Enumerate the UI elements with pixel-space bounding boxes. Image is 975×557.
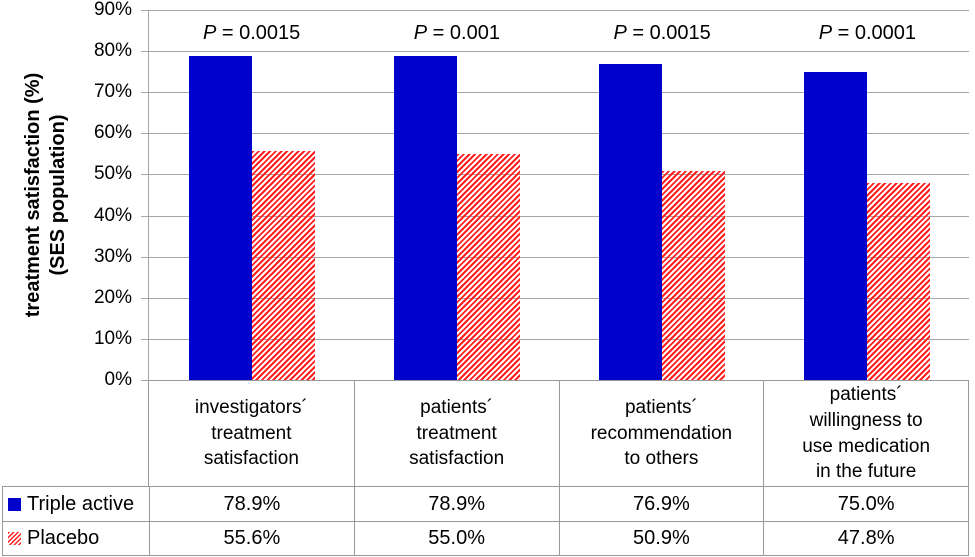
bar-triple-active	[599, 64, 663, 380]
y-tick-mark	[141, 10, 148, 11]
y-tick-mark	[141, 256, 148, 258]
y-tick-label: 80%	[93, 40, 132, 62]
p-value-label: P = 0.001	[413, 22, 500, 44]
y-tick-label: 0%	[104, 369, 132, 390]
y-tick-mark	[141, 297, 148, 299]
gridline	[148, 51, 969, 53]
table-value-cell: 78.9%	[149, 487, 354, 521]
bar-group: P = 0.0001	[765, 10, 970, 380]
y-tick-mark	[141, 215, 148, 217]
legend-label: Placebo	[27, 527, 100, 549]
table-value-cell: 50.9%	[558, 521, 764, 555]
category-label: investigators´ treatment satisfaction	[194, 397, 308, 470]
table-value-cell: 76.9%	[558, 487, 764, 521]
gridline	[148, 256, 969, 258]
bar-placebo	[662, 171, 726, 380]
legend-label: Triple active	[27, 492, 135, 515]
y-tick-label: 50%	[93, 163, 132, 185]
bar-placebo	[456, 154, 520, 380]
gridline	[148, 133, 969, 135]
gridline	[148, 174, 969, 176]
table-value-cell: 75.0%	[763, 487, 968, 521]
bar-group: P = 0.001	[354, 10, 559, 380]
y-tick-mark	[141, 133, 148, 135]
legend-swatch-placebo	[8, 532, 21, 545]
data-table: Triple active 78.9% 78.9% 76.9% 75.0% Placebo…	[2, 486, 969, 556]
bar-group: P = 0.0015	[149, 10, 354, 380]
table-value-cell: 47.8%	[763, 521, 968, 555]
table-value-cell: 55.0%	[353, 521, 559, 555]
category-label-row: investigators´ treatment satisfaction pat…	[148, 380, 969, 486]
y-tick-label: 40%	[93, 204, 132, 226]
p-value-label: P = 0.0015	[202, 22, 301, 44]
legend-cell: Placebo	[3, 521, 149, 555]
y-tick-label: 10%	[93, 327, 132, 349]
y-tick-mark	[141, 174, 148, 176]
gridline	[148, 338, 969, 340]
y-tick-mark	[141, 338, 148, 340]
p-value-label: P = 0.0015	[613, 22, 711, 44]
category-label: patients´ willingness to use medication …	[763, 381, 968, 486]
plot-area: P = 0.0015 P = 0.001 P = 0.0015 P = 0.0001	[148, 10, 970, 380]
y-tick-mark	[141, 92, 148, 94]
legend-swatch-triple-active	[8, 497, 21, 511]
bar-triple-active	[188, 56, 252, 380]
y-tick-label: 30%	[93, 245, 132, 267]
gridline	[148, 215, 969, 217]
y-tick-mark	[141, 51, 148, 53]
bar-placebo	[867, 183, 931, 380]
y-tick-label: 90%	[93, 0, 132, 20]
y-tick-mark	[141, 380, 148, 381]
bar-group: P = 0.0015	[560, 10, 765, 380]
gridline	[148, 297, 969, 299]
bar-triple-active	[393, 56, 457, 380]
bar-triple-active	[804, 72, 868, 380]
bar-placebo	[251, 151, 315, 380]
y-axis-title: treatment satisfaction (%) (SES populati…	[22, 72, 69, 318]
category-label: patients´ treatment satisfaction	[353, 381, 559, 486]
y-tick-label: 70%	[93, 81, 132, 103]
table-value-cell: 78.9%	[353, 487, 559, 521]
gridline	[148, 92, 969, 94]
category-label: patients´ recommendation to others	[558, 381, 764, 486]
y-tick-label: 20%	[93, 286, 132, 308]
gridline	[148, 10, 969, 11]
p-value-label: P = 0.0001	[818, 22, 917, 44]
y-tick-label: 60%	[93, 122, 132, 144]
legend-cell: Triple active	[3, 487, 149, 521]
table-value-cell: 55.6%	[149, 521, 354, 555]
